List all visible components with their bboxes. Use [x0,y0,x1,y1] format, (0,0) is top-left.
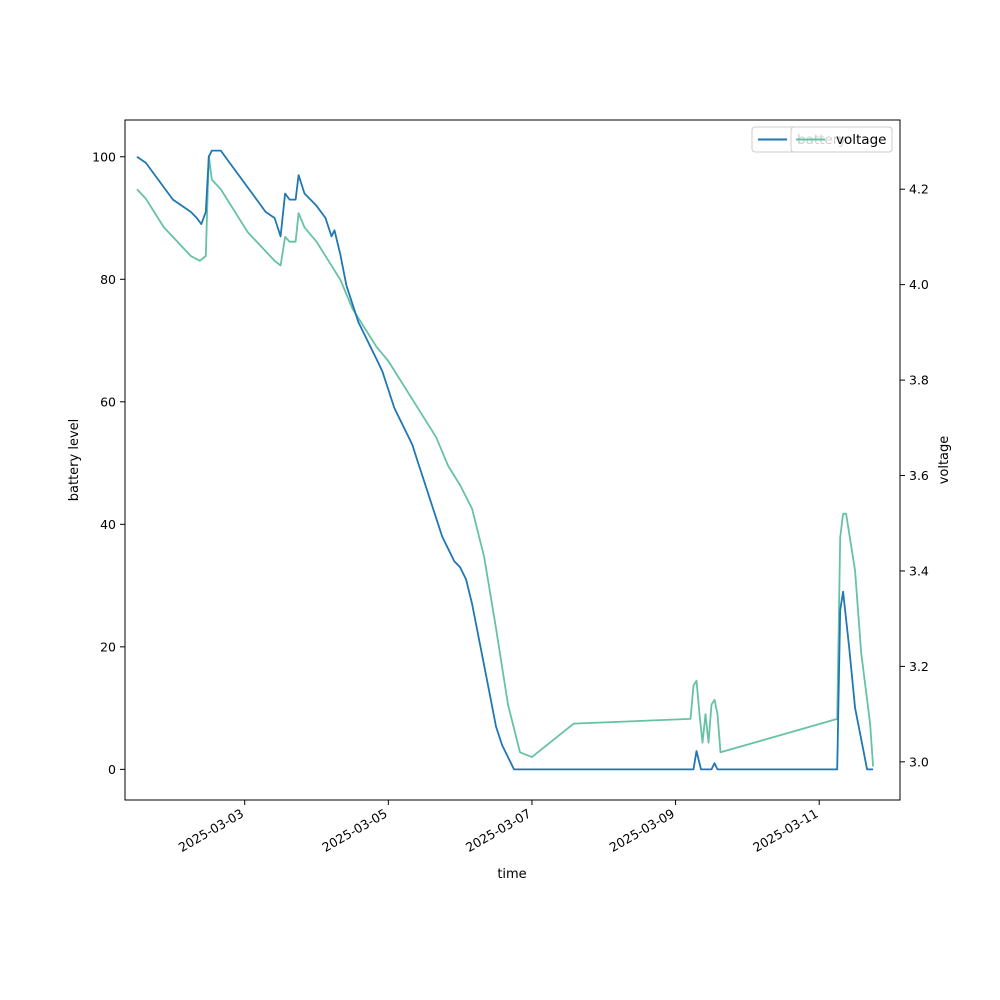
y-axis-label: battery level [67,419,82,502]
y-tick-label: 80 [100,272,116,287]
legend: batteryvoltage [751,126,893,153]
series-layer [136,149,874,771]
y2-tick-label: 3.8 [909,373,929,388]
y2-tick-label: 4.0 [909,277,929,292]
y-tick-label: 0 [108,762,116,777]
y-tick-label: 20 [100,639,116,654]
legend-label-voltage: voltage [836,132,886,148]
x-tick-label: 2025-03-07 [463,806,533,855]
axes-frame [124,119,901,801]
legend-right: voltage [790,126,893,153]
x-axis-label: time [497,867,526,882]
y-tick-label: 40 [100,517,116,532]
x-tick-label: 2025-03-03 [176,806,246,855]
y2-axis-label: voltage [937,436,952,485]
series-line-voltage [136,154,874,767]
y2-tick-label: 3.6 [909,468,929,483]
y-tick-label: 100 [92,149,116,164]
x-tick-label: 2025-03-09 [607,806,677,855]
x-tick-label: 2025-03-05 [319,806,389,855]
y-tick-label: 60 [100,394,116,409]
legend-box [790,126,893,153]
y-axis-right: 3.0 3.2 3.4 3.6 3.8 4.0 4.2 [900,182,929,769]
y2-tick-label: 3.2 [909,659,929,674]
y-axis-left: 0 20 40 60 80 100 [92,149,125,777]
y2-tick-label: 4.2 [909,182,929,197]
y2-tick-label: 3.0 [909,754,929,769]
y2-tick-label: 3.4 [909,563,929,578]
x-tick-label: 2025-03-11 [750,806,820,855]
x-axis: 2025-03-03 2025-03-05 2025-03-07 2025-03-09… [176,800,821,855]
series-line-battery [136,149,874,771]
